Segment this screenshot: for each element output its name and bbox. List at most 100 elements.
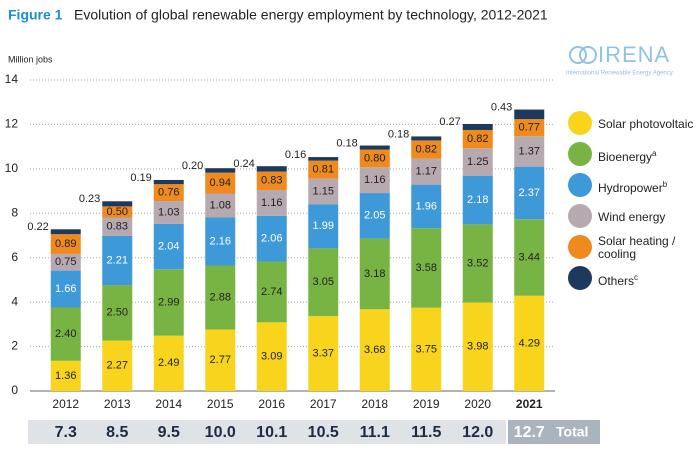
legend-footnote: b [662,179,668,189]
legend-item: Othersc [598,273,638,288]
total-label: 10.5 [308,424,339,441]
y-tick-label: 8 [11,205,18,219]
total-label: 10.1 [256,424,287,441]
bar-segment [308,204,339,249]
value-label: 2.49 [158,357,179,369]
bar-segment [153,269,184,336]
value-label: 0.20 [182,160,203,172]
y-tick-label: 0 [11,383,18,397]
bar-segment [359,193,390,239]
y-tick-label: 14 [5,72,19,86]
value-label: 3.52 [467,257,488,269]
value-label: 4.29 [519,337,540,349]
total-label: 7.3 [55,424,77,441]
bar-segment [514,119,545,137]
x-tick-label: 2014 [155,397,182,411]
bar-segment [359,149,390,168]
legend-item: Hydropowerb [598,179,668,195]
value-label: 0.16 [285,149,306,161]
x-tick-label: 2020 [464,397,491,411]
bar-segment [308,248,339,317]
value-label: 2.37 [519,187,540,199]
bar-segment [205,217,236,266]
value-label: 1.08 [210,199,231,211]
figure-label: Figure 1 [8,7,63,23]
x-tick-label: 2016 [258,397,285,411]
value-label: 1.15 [313,185,334,197]
bar-segment [50,270,81,308]
bar-segment [462,224,493,303]
value-label: 1.16 [364,174,385,186]
value-label: 3.58 [416,262,437,274]
bar-segment [205,172,236,194]
total-title: Total [556,424,588,440]
legend-swatch [568,235,592,259]
bar-segment [50,234,81,254]
bar-segment [308,157,339,161]
value-label: 1.17 [416,166,437,178]
legend-item: Wind energy [598,210,665,223]
total-label: 11.1 [360,424,390,441]
bar-segment [411,307,442,391]
value-label: 1.03 [158,206,179,218]
legend-footnote: a [652,148,657,158]
value-label: 0.77 [519,122,540,134]
value-label: 0.22 [27,221,48,233]
bar-segment [514,219,545,296]
total-label: 12.0 [462,424,493,441]
bar-segment [153,201,184,224]
bar-segment [462,175,493,225]
legend-label: Solar photovoltaic [598,116,694,131]
value-label: 3.44 [519,251,540,263]
bar-segment [462,123,493,130]
value-label: 3.98 [467,341,488,353]
bar-segment [462,148,493,176]
legend-swatch [568,204,592,228]
total-label: 9.5 [158,424,180,441]
value-label: 3.05 [313,276,334,288]
bar-segment [153,223,184,270]
value-label: 0.81 [313,164,334,176]
value-label: 0.89 [55,238,76,250]
value-label: 3.09 [261,351,282,363]
totals-band-highlight [508,420,600,444]
value-label: 3.75 [416,343,437,355]
value-label: 0.43 [491,101,512,113]
x-tick-label: 2012 [52,397,79,411]
bar-segment [50,253,81,271]
value-label: 0.27 [439,116,460,128]
bar-segment [205,329,236,391]
value-label: 1.99 [313,220,334,232]
value-label: 0.18 [388,128,409,140]
bar-segment [102,206,133,218]
bar-segment [102,217,133,236]
legend-label: Others [598,273,635,288]
legend-item: Solar heating / cooling [598,235,675,261]
value-label: 3.68 [364,344,385,356]
bar-segment [514,136,545,167]
bar-segment [514,109,545,120]
bar-segment [205,265,236,330]
logo-mark [569,46,587,64]
y-tick-label: 4 [11,294,18,308]
bar-segment [102,285,133,341]
value-label: 2.05 [364,210,385,222]
bar-segment [462,302,493,391]
logo: IRENA [598,42,670,67]
value-label: 1.96 [416,200,437,212]
value-label: 0.82 [467,133,488,145]
bar-segment [411,136,442,141]
bar-segment [50,307,81,361]
bar-segment [256,261,287,323]
bar-segment [462,129,493,149]
bar-segment [359,167,390,194]
legend-label: Hydropower [598,180,663,195]
value-label: 2.74 [261,286,282,298]
bar-segment [50,360,81,391]
x-tick-label: 2013 [104,397,131,411]
y-tick-label: 2 [11,339,18,353]
value-label: 2.06 [261,233,282,245]
legend-label: Bioenergy [598,149,653,164]
x-tick-label: 2018 [361,397,388,411]
